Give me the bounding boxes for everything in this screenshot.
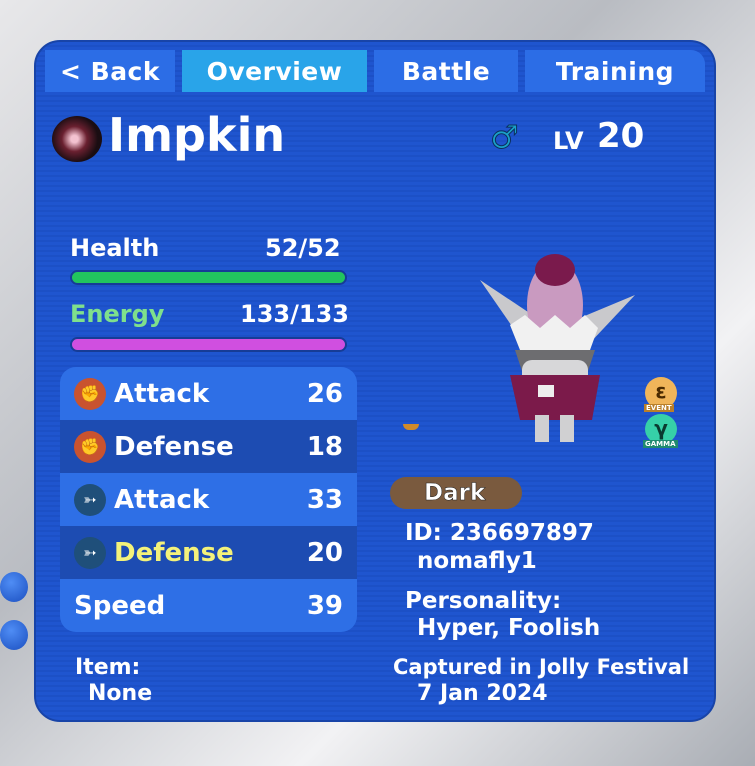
capture-date: 7 Jan 2024 [417, 681, 548, 706]
type-badge: Dark [390, 477, 522, 509]
creature-name: Impkin [108, 108, 286, 162]
fist-icon: ✊ [74, 377, 106, 410]
id-text: ID: 236697897 [405, 520, 594, 546]
stat-row: ➳ Defense 20 [60, 526, 357, 579]
creature-sprite [480, 254, 635, 442]
creature-portrait-icon [52, 116, 102, 162]
arrow-icon: ➳ [74, 536, 106, 569]
tab-back[interactable]: < Back [45, 50, 175, 92]
stat-label: Defense [114, 537, 234, 568]
personality-label: Personality: [405, 588, 562, 614]
stats-table: ✊ Attack 26 ✊ Defense 18 ➳ Attack 33 ➳ Defense 20 Sp… [60, 367, 357, 632]
stat-value: 18 [306, 431, 343, 462]
capture-location: Captured in Jolly Festival [393, 655, 690, 679]
energy-value: 133/133 [240, 300, 349, 328]
fist-icon: ✊ [74, 430, 106, 463]
stat-value: 20 [306, 537, 343, 568]
energy-bar [70, 337, 347, 352]
level-value: 20 [597, 116, 645, 156]
health-label: Health [70, 234, 160, 262]
stat-label: Speed [74, 590, 166, 621]
stat-row: Speed 39 [60, 579, 357, 632]
item-label: Item: [75, 655, 141, 680]
event-badge-label: EVENT [644, 404, 674, 412]
gamma-badge-label: GAMMA [643, 440, 678, 448]
stat-label: Attack [114, 378, 210, 409]
stat-label: Attack [114, 484, 210, 515]
event-badge-icon: ε [645, 377, 677, 409]
gamma-badge-icon: γ [645, 414, 677, 444]
health-value: 52/52 [265, 234, 341, 262]
tab-overview[interactable]: Overview [182, 50, 367, 92]
health-bar [70, 270, 347, 285]
marker-icon [403, 424, 419, 430]
tab-battle[interactable]: Battle [374, 50, 518, 92]
event-badge-symbol: ε [655, 379, 667, 403]
stat-row: ✊ Attack 26 [60, 367, 357, 420]
stat-label: Defense [114, 431, 234, 462]
male-icon: ♂ [490, 118, 520, 157]
arrow-icon: ➳ [74, 483, 106, 516]
stat-row: ✊ Defense 18 [60, 420, 357, 473]
gamma-badge-symbol: γ [654, 416, 668, 440]
stat-value: 26 [306, 378, 343, 409]
personality-value: Hyper, Foolish [417, 615, 601, 641]
item-value: None [88, 681, 153, 706]
stat-row: ➳ Attack 33 [60, 473, 357, 526]
stat-value: 39 [306, 590, 343, 621]
side-button-top[interactable] [0, 572, 28, 602]
stat-value: 33 [306, 484, 343, 515]
energy-label: Energy [70, 300, 165, 328]
level-label: LV [553, 127, 584, 155]
side-button-bottom[interactable] [0, 620, 28, 650]
owner-name: nomafly1 [417, 548, 537, 574]
tab-training[interactable]: Training [525, 50, 705, 92]
